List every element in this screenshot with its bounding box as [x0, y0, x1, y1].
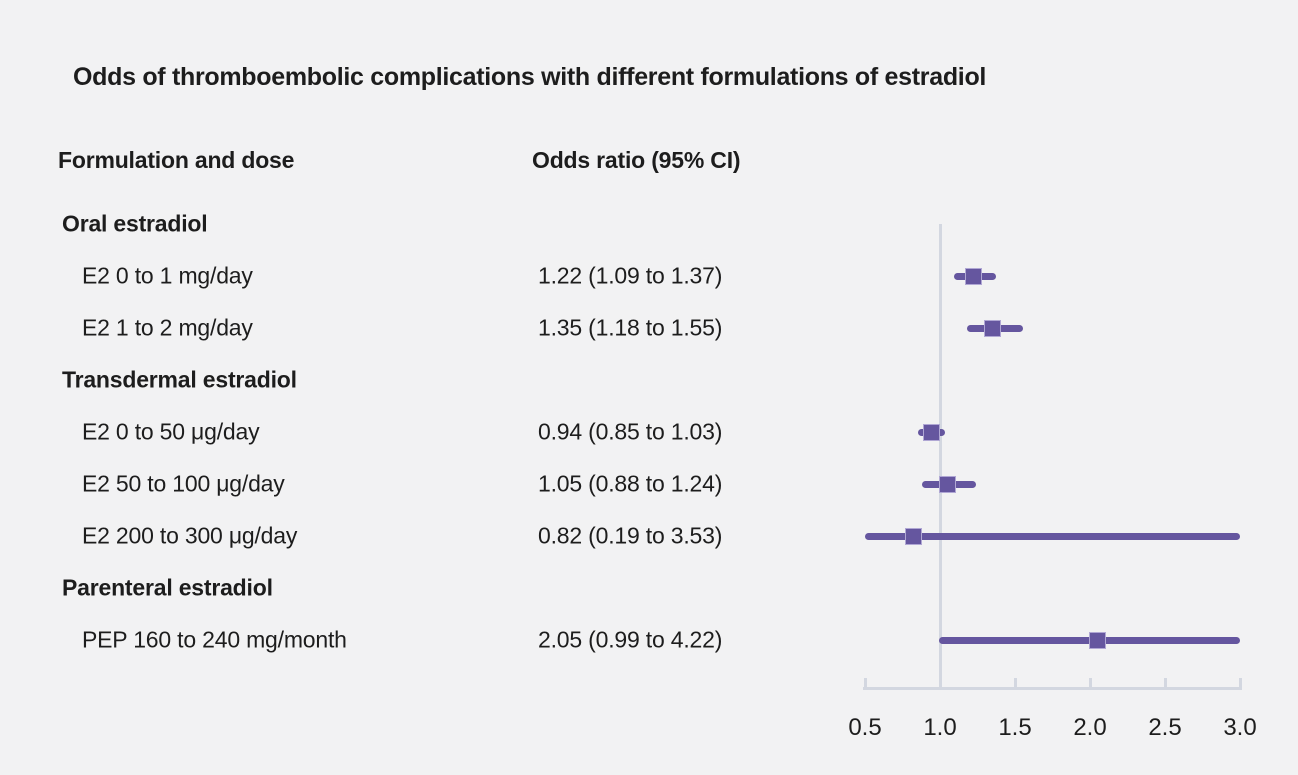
item-value: 1.35 (1.18 to 1.55) [538, 314, 723, 341]
group-label: Oral estradiol [62, 210, 208, 237]
column-header-odds-ratio: Odds ratio (95% CI) [532, 147, 741, 173]
odds-ratio-marker [984, 319, 1001, 337]
item-value: 1.05 (0.88 to 1.24) [538, 470, 723, 497]
item-value: 0.82 (0.19 to 3.53) [538, 522, 723, 549]
reference-line [938, 224, 942, 690]
item-label: E2 1 to 2 mg/day [82, 314, 253, 341]
ci-line [865, 532, 1240, 540]
x-axis-tick [938, 678, 942, 687]
odds-ratio-marker [939, 475, 956, 493]
item-label: E2 200 to 300 μg/day [82, 522, 298, 549]
x-axis-tick [1163, 678, 1167, 687]
x-axis-tick-label: 2.5 [1148, 714, 1182, 741]
x-axis-tick-label: 2.0 [1073, 714, 1107, 741]
x-axis-line [863, 687, 1242, 690]
x-axis-tick [1238, 678, 1242, 687]
odds-ratio-marker [922, 423, 940, 441]
odds-ratio-marker [964, 267, 982, 285]
x-axis-tick-label: 1.5 [998, 714, 1032, 741]
item-label: PEP 160 to 240 mg/month [82, 626, 347, 653]
item-label: E2 0 to 50 μg/day [82, 418, 260, 445]
x-axis-tick [863, 678, 867, 687]
item-label: E2 50 to 100 μg/day [82, 470, 285, 497]
item-value: 1.22 (1.09 to 1.37) [538, 262, 723, 289]
x-axis-tick-label: 0.5 [848, 714, 882, 741]
item-label: E2 0 to 1 mg/day [82, 262, 253, 289]
x-axis-tick-label: 1.0 [923, 714, 957, 741]
group-label: Parenteral estradiol [62, 574, 273, 601]
x-axis-tick-label: 3.0 [1223, 714, 1257, 741]
column-header-formulation: Formulation and dose [58, 147, 295, 173]
group-label: Transdermal estradiol [62, 366, 297, 393]
odds-ratio-marker [904, 527, 922, 545]
x-axis-tick [1013, 678, 1017, 687]
item-value: 2.05 (0.99 to 4.22) [538, 626, 723, 653]
item-value: 0.94 (0.85 to 1.03) [538, 418, 723, 445]
odds-ratio-marker [1089, 631, 1106, 649]
chart-title: Odds of thromboembolic complications wit… [73, 63, 987, 91]
x-axis-tick [1088, 678, 1092, 687]
